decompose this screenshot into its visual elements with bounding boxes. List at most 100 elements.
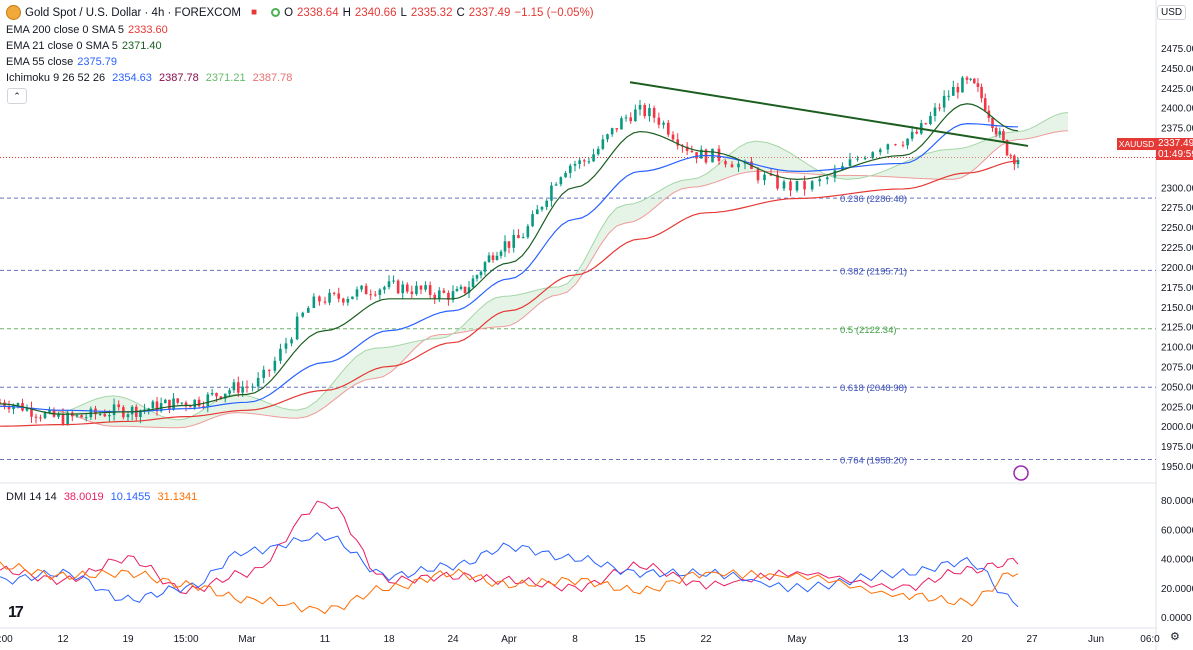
candle-body — [471, 278, 475, 288]
candle-body — [61, 414, 65, 425]
candle-body — [933, 107, 937, 116]
close-label: C — [456, 6, 465, 19]
time-tick-label: May — [788, 634, 807, 645]
candle-body — [512, 234, 516, 248]
candle-body — [232, 382, 236, 391]
candle-body — [236, 382, 240, 393]
candle-body — [924, 123, 928, 125]
candle-body — [648, 108, 651, 117]
dmi-tick-label: 0.0000 — [1161, 613, 1192, 624]
candle-body — [437, 290, 441, 299]
price-tick-label: 2450.00 — [1161, 64, 1193, 75]
candle-body — [724, 160, 727, 165]
legend-ichimoku[interactable]: Ichimoku 9 26 52 26 2354.63 2387.78 2371… — [6, 71, 292, 85]
candle-body — [961, 77, 964, 93]
candle-body — [517, 234, 520, 239]
candle-body — [578, 160, 581, 165]
currency-button[interactable]: USD — [1157, 5, 1187, 20]
candle-body — [652, 108, 656, 118]
candle-body — [84, 417, 88, 419]
candle-body — [587, 161, 591, 163]
candle-body — [279, 348, 282, 361]
high-label: H — [342, 6, 351, 19]
candle-body — [1013, 155, 1016, 165]
alert-icon — [1013, 465, 1029, 481]
market-status-icon: ■ — [251, 7, 258, 18]
candle-body — [383, 287, 386, 290]
candle-body — [241, 386, 244, 393]
price-tick-label: 2025.00 — [1161, 402, 1193, 413]
candle-body — [447, 292, 450, 300]
dmi-value-2: 10.1455 — [110, 491, 151, 503]
settings-gear-icon[interactable]: ⚙ — [1170, 631, 1180, 643]
high-value: 2340.66 — [354, 6, 397, 19]
candle-body — [184, 402, 188, 407]
candle-body — [323, 301, 327, 303]
candle-body — [540, 206, 544, 210]
candle-body — [699, 149, 703, 159]
candle-body — [451, 291, 455, 300]
candle-body — [554, 184, 558, 186]
dmi-line-adx — [0, 561, 1019, 615]
symbol-header: Gold Spot / U.S. Dollar · 4h · FOREXCOM … — [6, 5, 594, 20]
time-tick-label: 13 — [897, 634, 909, 645]
candle-body — [915, 131, 919, 134]
candle-body — [401, 284, 405, 294]
candle-body — [34, 416, 38, 418]
legend-ema21[interactable]: EMA 21 close 0 SMA 5 2371.40 — [6, 39, 162, 53]
dmi-value-3: 31.1341 — [157, 491, 198, 503]
candle-body — [615, 128, 619, 130]
candle-body — [483, 262, 487, 272]
candle-body — [262, 369, 266, 378]
candle-body — [355, 289, 359, 297]
candle-body — [951, 86, 955, 96]
candle-body — [545, 200, 549, 207]
candle-body — [789, 181, 792, 191]
candle-body — [901, 144, 905, 146]
candle-body — [202, 406, 205, 408]
time-tick-label: Jun — [1088, 634, 1104, 645]
candle-body — [189, 406, 192, 408]
low-value: 2335.32 — [410, 6, 453, 19]
candle-body — [690, 150, 694, 153]
time-tick-label: Mar — [238, 634, 256, 645]
collapse-legend-button[interactable]: ⌃ — [7, 88, 27, 104]
price-tick-label: 2425.00 — [1161, 84, 1193, 95]
ema21-value: 2371.40 — [121, 40, 162, 52]
candle-body — [433, 294, 437, 299]
candle-body — [108, 415, 111, 417]
ichimoku-value-4: 2387.78 — [252, 72, 293, 84]
legend-ema55[interactable]: EMA 55 close 2375.79 — [6, 55, 117, 69]
candle-body — [163, 399, 167, 404]
candle-body — [103, 414, 107, 417]
candle-body — [1009, 155, 1013, 157]
ichimoku-value-1: 2354.63 — [112, 72, 152, 84]
candle-body — [130, 406, 134, 415]
tradingview-logo-icon[interactable]: 17 — [8, 604, 24, 621]
candle-body — [676, 139, 680, 146]
candle-body — [526, 226, 530, 238]
candle-body — [730, 164, 734, 168]
candle-body — [906, 138, 909, 146]
candle-body — [180, 402, 184, 404]
legend-ema200[interactable]: EMA 200 close 0 SMA 5 2333.60 — [6, 23, 168, 37]
candle-body — [671, 134, 675, 140]
candle-body — [405, 284, 409, 292]
candle-body — [57, 414, 60, 417]
candle-body — [507, 241, 511, 248]
price-tick-label: 2200.00 — [1161, 263, 1193, 274]
candle-body — [638, 105, 642, 110]
candle-body — [769, 174, 773, 176]
dmi-value-1: 38.0019 — [63, 491, 104, 503]
candle-body — [942, 95, 946, 108]
low-label: L — [400, 6, 407, 19]
legend-dmi[interactable]: DMI 14 14 38.0019 10.1455 31.1341 — [6, 490, 197, 504]
price-tick-label: 1950.00 — [1161, 462, 1193, 473]
symbol-title[interactable]: Gold Spot / U.S. Dollar · 4h · FOREXCOM — [25, 6, 242, 19]
fib-level-label: 0.618 (2048.98) — [840, 383, 907, 394]
candle-body — [442, 290, 446, 293]
candle-body — [624, 117, 628, 119]
candle-body — [30, 407, 33, 417]
price-tick-label: 2125.00 — [1161, 323, 1193, 334]
